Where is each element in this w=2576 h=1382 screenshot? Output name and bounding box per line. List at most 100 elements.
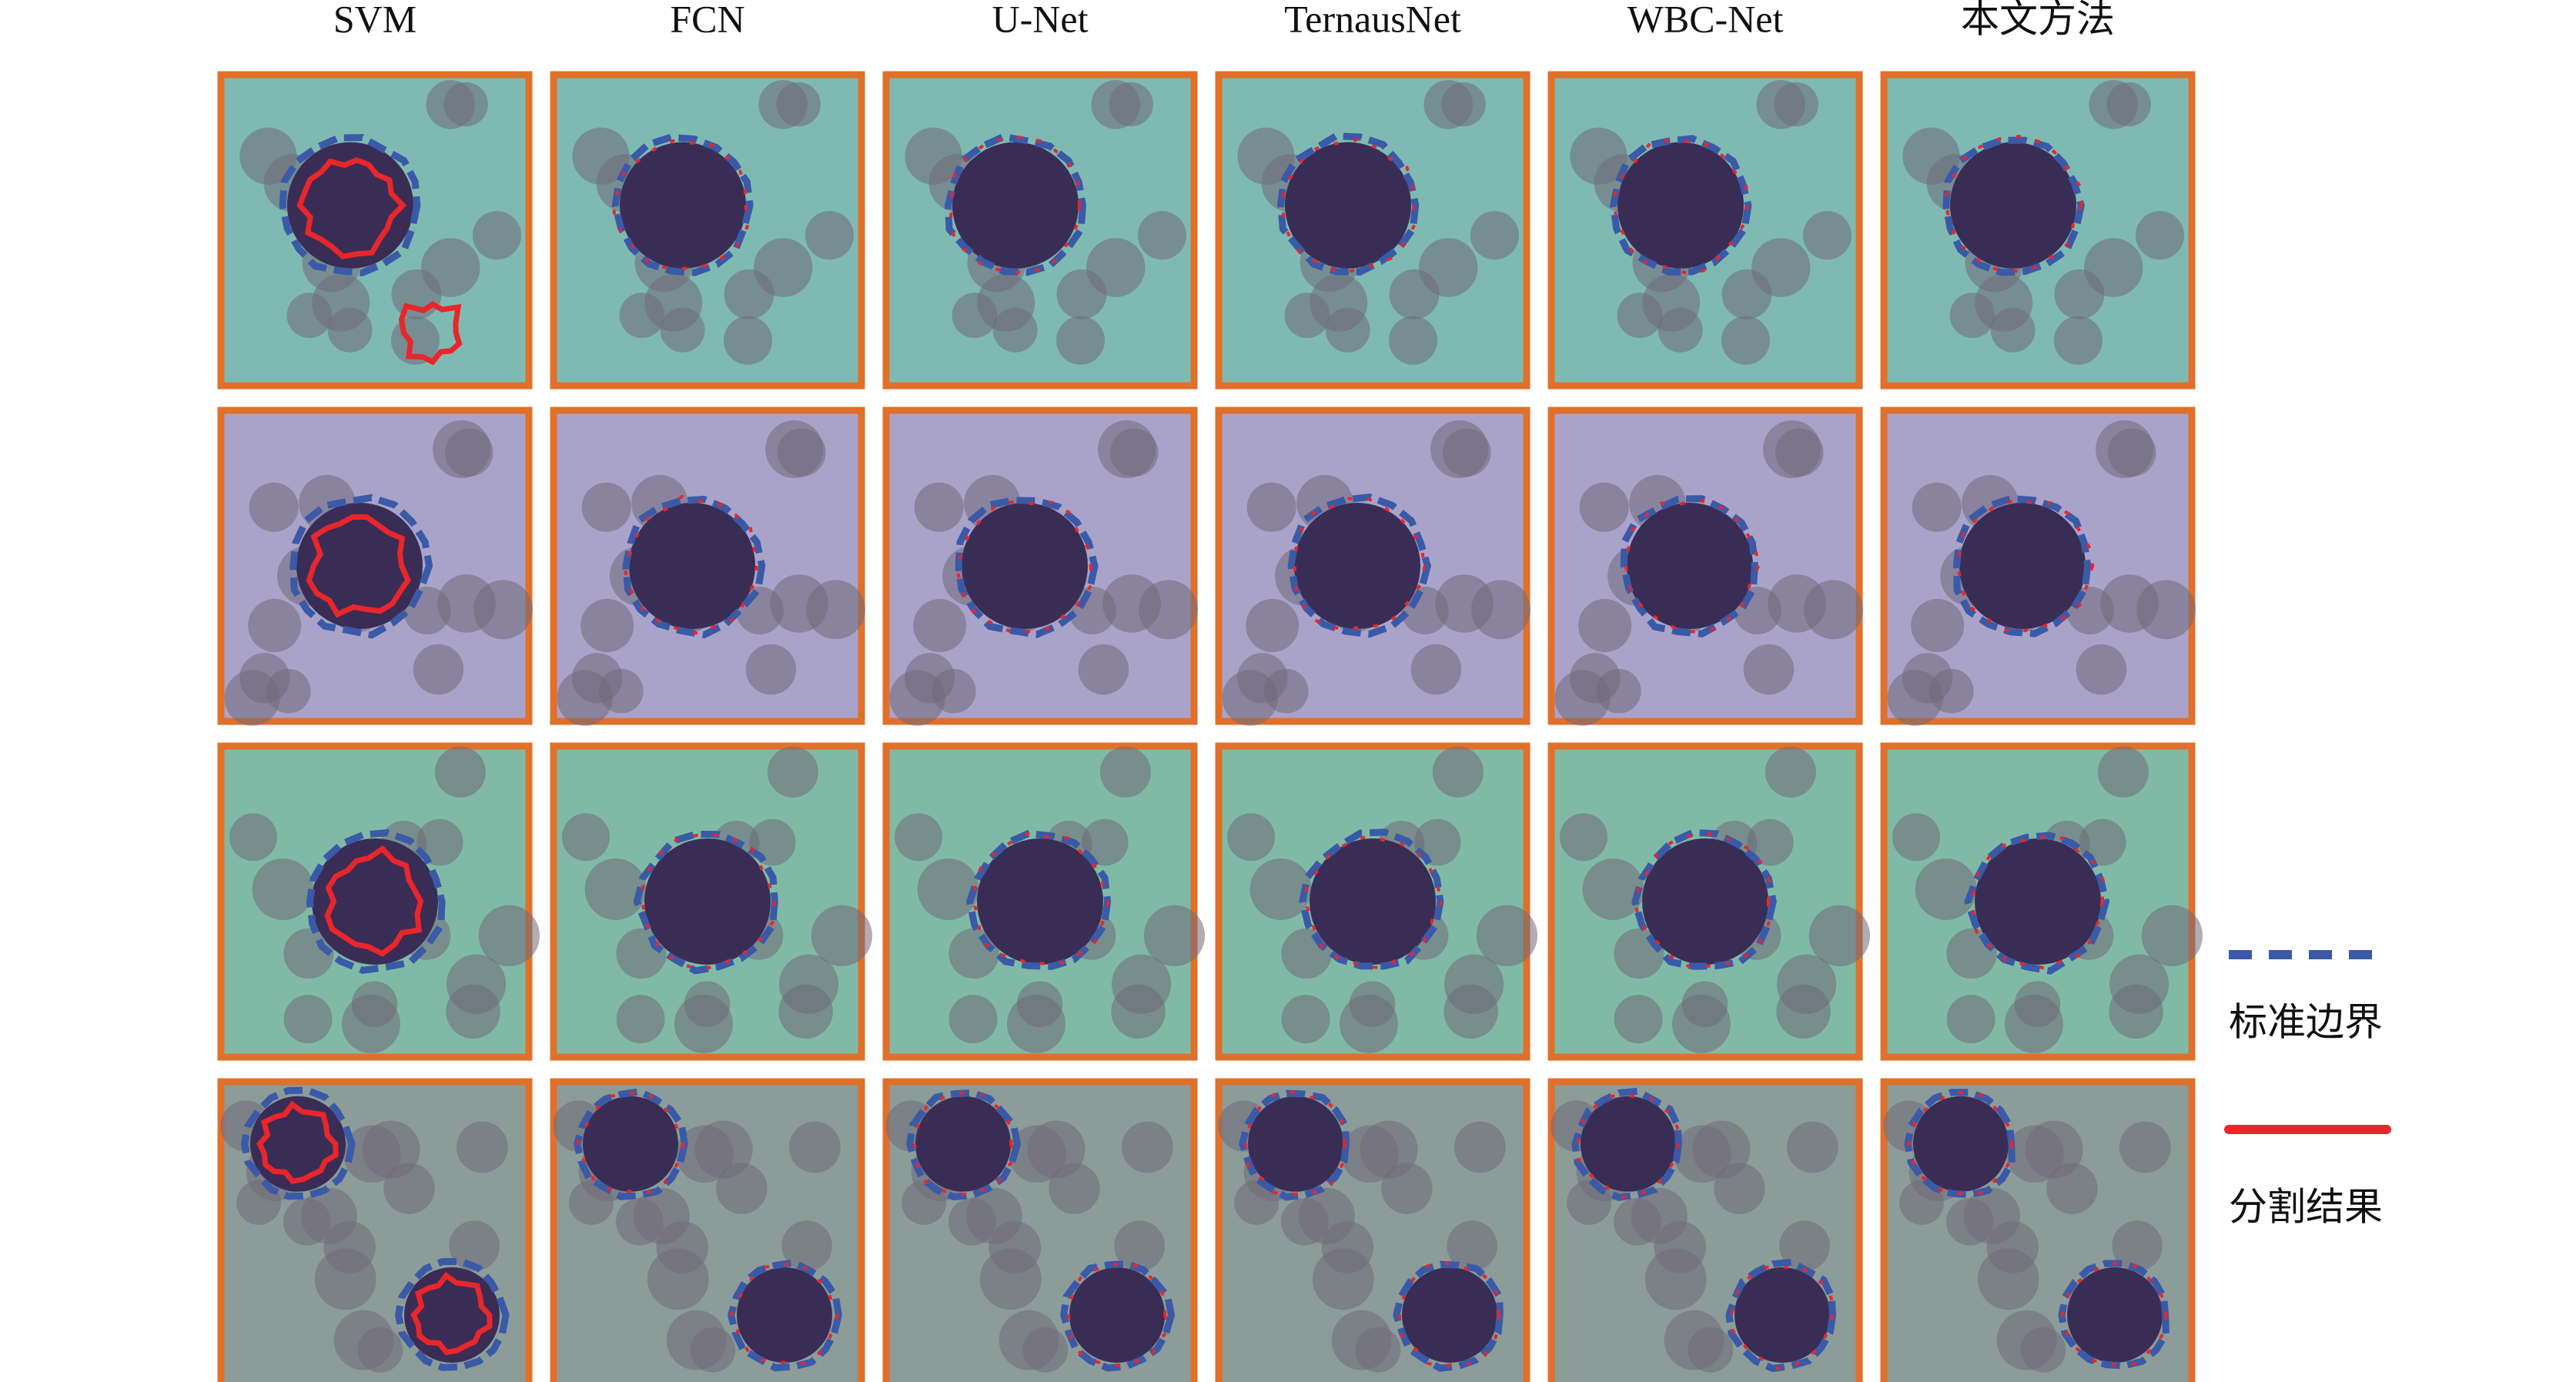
red-cell (1471, 580, 1531, 640)
red-cell (1250, 858, 1312, 920)
red-cell (999, 1310, 1059, 1370)
white-cell (1913, 1096, 2009, 1192)
ground-truth-boundary (633, 830, 778, 975)
red-cell (1887, 670, 1943, 726)
red-cell (1721, 316, 1771, 365)
red-cell (1222, 670, 1278, 726)
panel (550, 71, 865, 390)
column-header: TernausNet (1284, 0, 1461, 40)
panel (882, 407, 1198, 726)
segmentation-boundary (410, 1271, 493, 1356)
white-cell (1618, 142, 1744, 269)
red-cell (2136, 580, 2196, 640)
white-cell (1310, 838, 1436, 965)
red-cell (1447, 1220, 1497, 1271)
red-cell (1912, 482, 1962, 532)
panel (1215, 71, 1531, 390)
red-cell (1121, 1121, 1173, 1173)
red-cell (1554, 670, 1611, 726)
red-cell (224, 670, 280, 726)
segmentation-boundary (256, 1100, 339, 1185)
ground-truth-boundary (394, 1257, 510, 1371)
red-cell (2046, 1163, 2098, 1214)
panel (550, 407, 865, 726)
red-cell (914, 482, 964, 532)
red-cell (473, 580, 533, 640)
red-cell (1321, 1221, 1374, 1273)
red-cell (2006, 1125, 2064, 1183)
ground-truth-boundary (1299, 828, 1444, 970)
red-cell (1068, 586, 1116, 634)
red-cell (557, 670, 613, 726)
ground-truth-boundary (1393, 1260, 1504, 1372)
red-cell (2141, 905, 2203, 966)
panel (217, 407, 533, 726)
red-cell (1559, 813, 1608, 862)
segmentation-boundary (729, 1260, 839, 1365)
red-cell (1049, 1163, 1100, 1214)
red-cell (1137, 211, 1187, 260)
red-cell (1946, 995, 1996, 1044)
ground-truth-boundary (1239, 1089, 1350, 1201)
white-cell (1402, 1267, 1497, 1363)
red-cell (1413, 818, 1461, 866)
red-cell (1432, 746, 1484, 798)
segmentation-boundary (1066, 1262, 1171, 1368)
red-cell (1086, 238, 1146, 297)
red-cell (312, 273, 370, 332)
red-cell (1008, 1125, 1066, 1183)
red-cell (2112, 1220, 2163, 1271)
red-cell (1470, 211, 1520, 260)
red-cell (753, 238, 813, 297)
red-cell (1774, 82, 1818, 127)
red-cell (745, 644, 797, 695)
white-cell (1642, 838, 1768, 965)
panel (882, 71, 1198, 390)
red-cell (1975, 273, 2033, 332)
segmentation-boundary (575, 1089, 685, 1194)
red-cell (913, 598, 967, 652)
red-cell (1714, 1163, 1765, 1214)
red-cell (2135, 211, 2185, 260)
panel (550, 1078, 865, 1382)
red-cell (1681, 981, 1728, 1027)
red-cell (248, 598, 302, 652)
red-cell (561, 813, 611, 862)
red-cell (351, 981, 398, 1027)
red-cell (1111, 954, 1172, 1014)
red-cell (1915, 858, 1977, 920)
red-cell (1779, 1220, 1830, 1271)
red-cell (894, 813, 943, 862)
ground-truth-boundary (289, 494, 433, 639)
red-cell (1099, 746, 1151, 798)
red-cell (1802, 211, 1852, 260)
red-cell (1582, 858, 1644, 920)
column-header: 本文方法 (1961, 0, 2115, 40)
white-cell (915, 1096, 1011, 1192)
red-cell (1746, 818, 1794, 866)
red-cell (1751, 238, 1811, 297)
red-cell (420, 238, 480, 297)
red-cell (2083, 238, 2143, 297)
panels (217, 71, 2203, 1382)
red-cell (252, 858, 314, 920)
red-cell (788, 1121, 841, 1173)
segmentation-boundary (1906, 1090, 2014, 1196)
red-cell (249, 482, 299, 532)
red-cell (569, 1180, 614, 1225)
red-cell (446, 954, 507, 1014)
panel (1880, 71, 2196, 390)
ground-truth-boundary (1287, 494, 1431, 638)
segmentation-boundary (296, 157, 407, 259)
red-cell (1614, 995, 1663, 1044)
ground-truth-boundary (622, 495, 766, 639)
red-cell (2109, 954, 2170, 1014)
column-headers: SVM FCN U-Net TernausNet WBC-Net 本文方法 (333, 0, 2115, 40)
segmentation-boundary (1575, 1093, 1680, 1200)
ground-truth-boundary (965, 830, 1112, 970)
legend-label: 分割结果 (2229, 1185, 2383, 1228)
ground-truth-boundary (906, 1089, 1022, 1201)
panel (882, 742, 1206, 1061)
red-cell (1664, 1310, 1725, 1370)
red-cell (584, 858, 647, 920)
